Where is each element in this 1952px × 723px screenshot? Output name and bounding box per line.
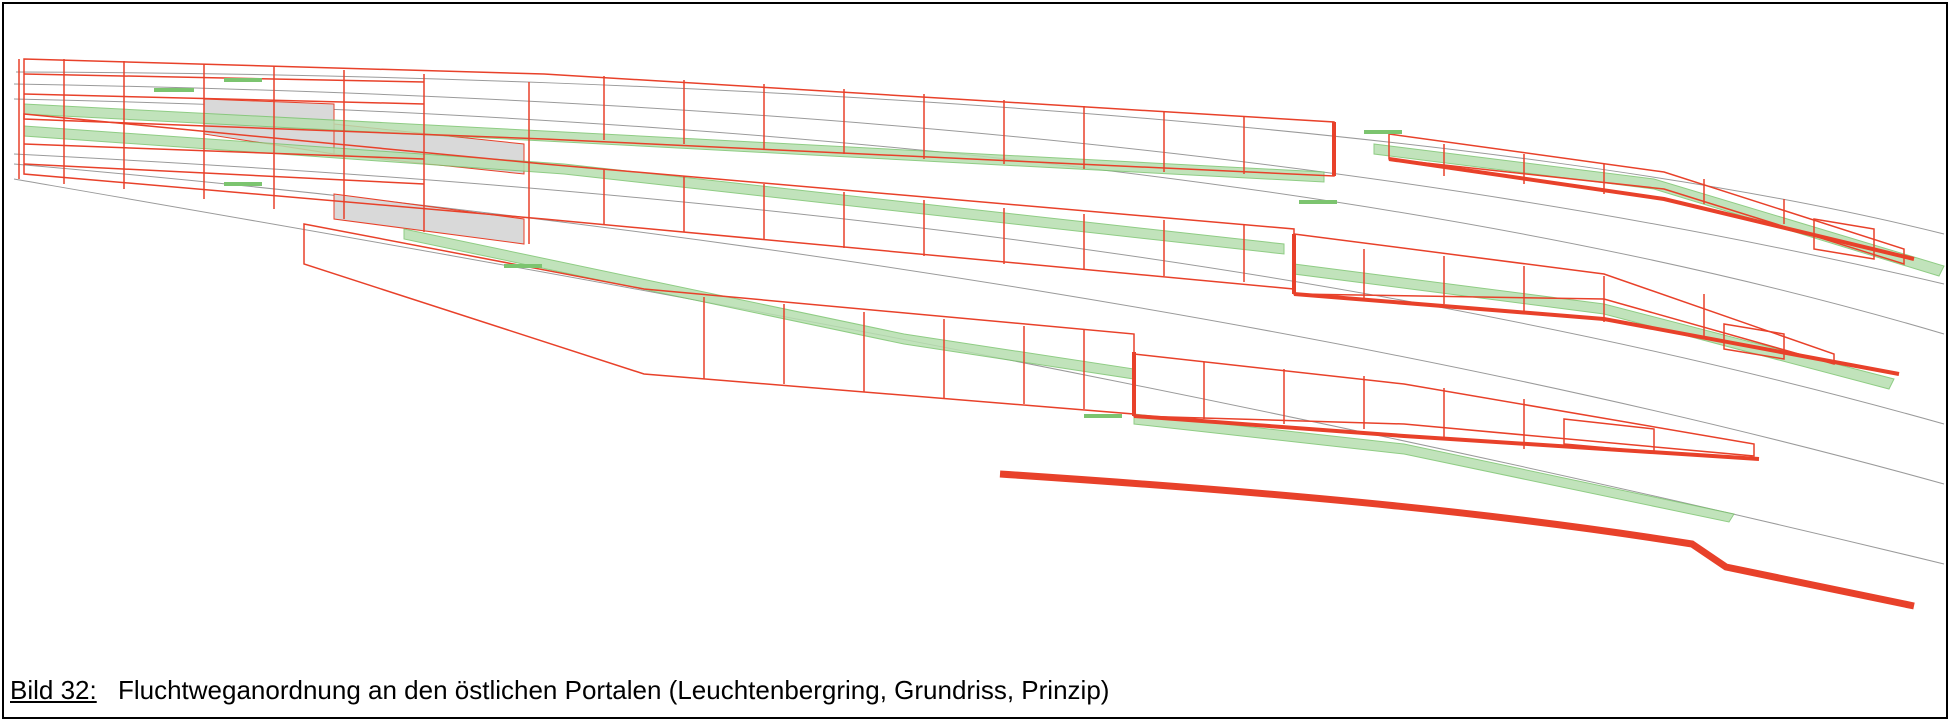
retaining-wall <box>999 470 1915 610</box>
portal-walls <box>1132 122 1915 461</box>
annotation-markers <box>154 78 1402 418</box>
plan-drawing <box>13 58 1945 610</box>
figure-caption: Bild 32: Fluchtweganordnung an den östli… <box>10 675 1109 706</box>
caption-label: Bild 32: <box>10 675 97 705</box>
escape-route-bands <box>23 103 1945 523</box>
caption-text: Fluchtweganordnung an den östlichen Port… <box>117 675 1110 705</box>
